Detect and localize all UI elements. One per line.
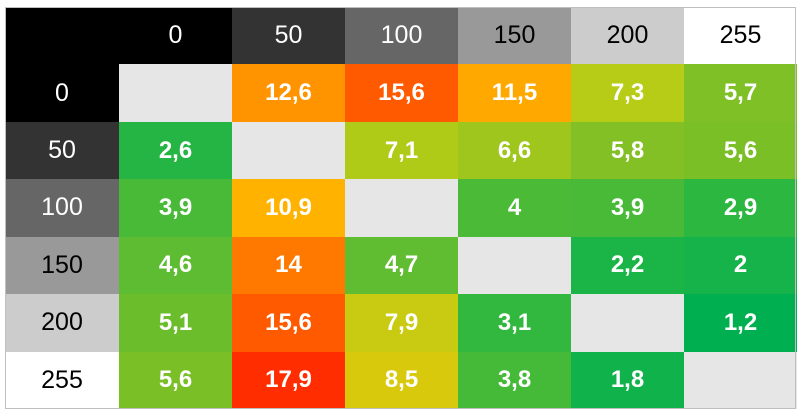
heat-cell: 3,1 (458, 294, 571, 352)
row-header-150: 150 (5, 236, 119, 295)
corner-cell (5, 7, 119, 65)
heat-cell: 14 (232, 236, 345, 295)
row-header-50: 50 (5, 121, 119, 180)
column-header-50: 50 (232, 7, 345, 65)
heat-cell: 11,5 (458, 64, 571, 122)
heat-cell: 1,8 (571, 351, 684, 409)
heat-cell: 10,9 (232, 179, 345, 237)
heat-cell: 2 (684, 236, 797, 295)
heat-cell: 5,7 (684, 64, 797, 122)
heat-cell: 6,6 (458, 121, 571, 180)
heat-cell: 12,6 (232, 64, 345, 122)
row-header-255: 255 (5, 351, 119, 409)
heat-cell: 4 (458, 179, 571, 237)
heatmap-table: 0 50 100 150 200 255 0 12,6 15,6 11,5 7,3 5,7 50 2,6 7… (5, 7, 797, 409)
column-header-100: 100 (345, 7, 458, 65)
heat-cell: 5,8 (571, 121, 684, 180)
diagonal-cell (232, 121, 345, 180)
diagonal-cell (345, 179, 458, 237)
diagonal-cell (119, 64, 232, 122)
heat-cell: 4,6 (119, 236, 232, 295)
heat-cell: 3,8 (458, 351, 571, 409)
column-header-0: 0 (119, 7, 232, 65)
heat-cell: 15,6 (345, 64, 458, 122)
column-header-200: 200 (571, 7, 684, 65)
diagonal-cell (458, 236, 571, 295)
row-header-0: 0 (5, 64, 119, 122)
row-header-200: 200 (5, 294, 119, 352)
heat-cell: 7,1 (345, 121, 458, 180)
heat-cell: 5,6 (119, 351, 232, 409)
heat-cell: 5,6 (684, 121, 797, 180)
heat-cell: 3,9 (571, 179, 684, 237)
heat-cell: 3,9 (119, 179, 232, 237)
heat-cell: 4,7 (345, 236, 458, 295)
heat-cell: 15,6 (232, 294, 345, 352)
heat-cell: 2,6 (119, 121, 232, 180)
heat-cell: 2,2 (571, 236, 684, 295)
column-header-255: 255 (684, 7, 797, 65)
heat-cell: 8,5 (345, 351, 458, 409)
heat-cell: 1,2 (684, 294, 797, 352)
heat-cell: 17,9 (232, 351, 345, 409)
heat-cell: 5,1 (119, 294, 232, 352)
diagonal-cell (571, 294, 684, 352)
column-header-150: 150 (458, 7, 571, 65)
heat-cell: 7,9 (345, 294, 458, 352)
heat-cell: 2,9 (684, 179, 797, 237)
heat-cell: 7,3 (571, 64, 684, 122)
row-header-100: 100 (5, 179, 119, 237)
diagonal-cell (684, 351, 797, 409)
